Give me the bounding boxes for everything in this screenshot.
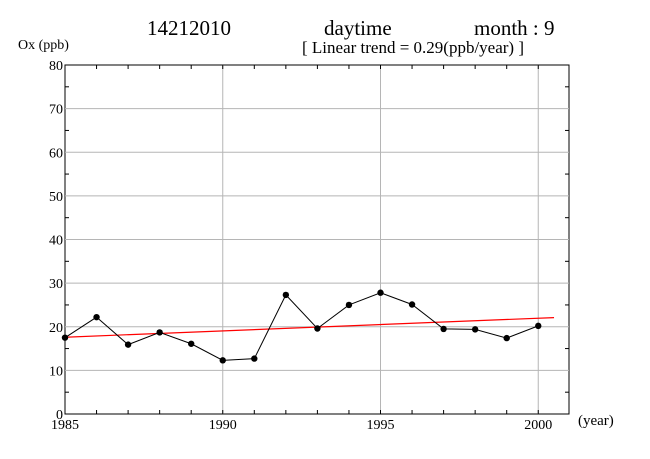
series-group	[61, 289, 542, 364]
data-point	[282, 291, 290, 299]
data-point	[188, 340, 195, 347]
data-point	[219, 357, 226, 364]
x-tick-label: 2000	[524, 418, 552, 433]
station-id: 14212010	[147, 16, 231, 40]
data-point	[61, 334, 69, 341]
data-point	[345, 301, 353, 309]
x-tick-label: 1995	[367, 418, 395, 433]
y-tick-label: 30	[49, 277, 63, 292]
y-tick-label: 10	[49, 364, 63, 379]
x-axis-unit: (year)	[578, 413, 614, 429]
data-point	[251, 355, 258, 362]
data-point	[535, 322, 542, 330]
data-point	[503, 334, 510, 342]
trend-line	[64, 316, 555, 338]
data-point	[124, 341, 132, 348]
y-tick-label: 40	[49, 234, 63, 249]
y-tick-label: 20	[49, 321, 63, 336]
data-point	[156, 329, 163, 336]
y-tick-label: 50	[49, 190, 63, 205]
x-tick-label: 1985	[51, 418, 79, 433]
y-axis-title: Ox (ppb)	[18, 38, 69, 53]
series-line	[64, 292, 539, 361]
y-tick-label: 70	[49, 103, 63, 118]
data-point	[314, 325, 321, 332]
y-tick-label: 0	[56, 408, 63, 423]
x-axis-ticks: 1985 1990 1995 2000	[51, 65, 552, 433]
data-point	[408, 301, 416, 308]
x-tick-label: 1990	[209, 418, 237, 433]
y-tick-label: 80	[49, 59, 63, 74]
grid	[65, 65, 569, 414]
month-label: month : 9	[474, 16, 555, 40]
y-axis-ticks: 0 10 20 30 40 50 60 70 80	[49, 59, 569, 423]
data-point	[93, 313, 100, 321]
y-tick-label: 60	[49, 146, 63, 161]
data-point	[471, 326, 479, 333]
data-point	[377, 289, 384, 296]
linear-trend-label: [ Linear trend = 0.29(ppb/year) ]	[302, 38, 524, 57]
trend-line-group	[64, 316, 555, 338]
data-point	[440, 325, 447, 333]
period-label: daytime	[324, 16, 392, 40]
